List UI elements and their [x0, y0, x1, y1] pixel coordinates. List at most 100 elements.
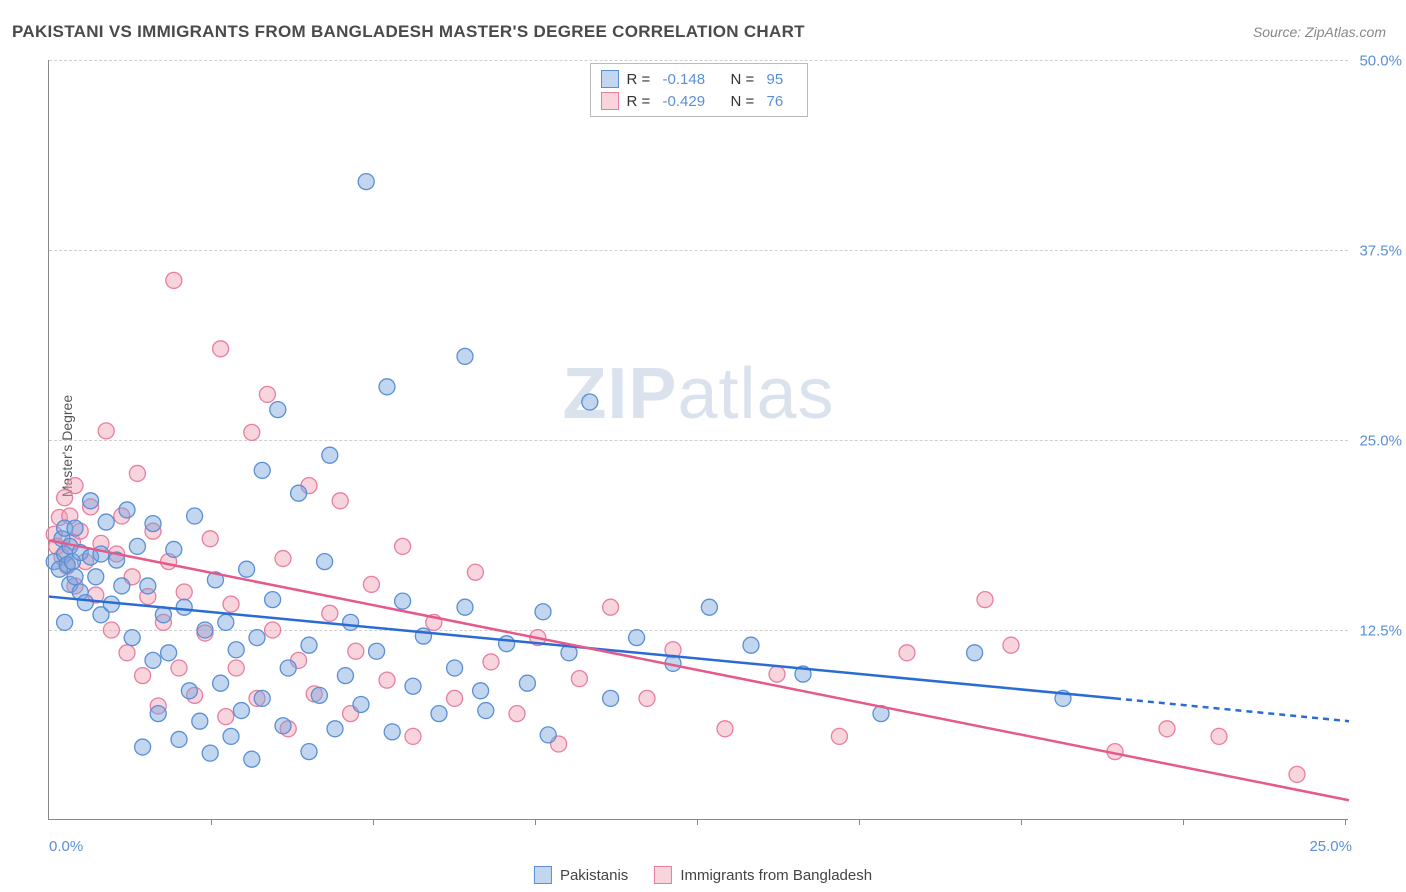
- data-point: [129, 538, 145, 554]
- data-point: [363, 576, 379, 592]
- swatch-pink: [654, 866, 672, 884]
- y-tick-label: 12.5%: [1359, 623, 1402, 640]
- data-point: [322, 605, 338, 621]
- data-point: [743, 637, 759, 653]
- data-point: [57, 614, 73, 630]
- data-point: [88, 569, 104, 585]
- data-point: [473, 683, 489, 699]
- chart-container: PAKISTANI VS IMMIGRANTS FROM BANGLADESH …: [0, 0, 1406, 892]
- data-point: [317, 554, 333, 570]
- chart-title: PAKISTANI VS IMMIGRANTS FROM BANGLADESH …: [12, 22, 805, 42]
- data-point: [135, 739, 151, 755]
- data-point: [239, 561, 255, 577]
- data-point: [540, 727, 556, 743]
- legend-n-label: N =: [731, 71, 759, 88]
- data-point: [187, 508, 203, 524]
- data-point: [467, 564, 483, 580]
- x-tick: [859, 819, 860, 825]
- data-point: [223, 596, 239, 612]
- data-point: [447, 690, 463, 706]
- data-point: [967, 645, 983, 661]
- x-tick: [1345, 819, 1346, 825]
- data-point: [415, 628, 431, 644]
- legend-label-bangladesh: Immigrants from Bangladesh: [680, 867, 872, 884]
- data-point: [254, 462, 270, 478]
- data-point: [218, 614, 234, 630]
- data-point: [499, 636, 515, 652]
- data-point: [213, 675, 229, 691]
- data-point: [1289, 766, 1305, 782]
- data-point: [519, 675, 535, 691]
- data-point: [603, 599, 619, 615]
- data-point: [135, 668, 151, 684]
- data-point: [166, 541, 182, 557]
- data-point: [478, 703, 494, 719]
- data-point: [270, 402, 286, 418]
- data-point: [259, 386, 275, 402]
- data-point: [369, 643, 385, 659]
- data-point: [192, 713, 208, 729]
- legend-item-bangladesh: Immigrants from Bangladesh: [654, 866, 872, 884]
- data-point: [322, 447, 338, 463]
- data-point: [119, 502, 135, 518]
- legend-correlation: R = -0.148 N = 95 R = -0.429 N = 76: [590, 63, 808, 117]
- data-point: [233, 703, 249, 719]
- data-point: [457, 348, 473, 364]
- legend-n-value-pink: 76: [767, 93, 797, 110]
- data-point: [535, 604, 551, 620]
- data-point: [447, 660, 463, 676]
- data-point: [202, 745, 218, 761]
- x-tick: [211, 819, 212, 825]
- swatch-pink: [601, 92, 619, 110]
- data-point: [301, 744, 317, 760]
- data-point: [332, 493, 348, 509]
- data-point: [67, 520, 83, 536]
- data-point: [77, 595, 93, 611]
- data-point: [202, 531, 218, 547]
- data-point: [98, 514, 114, 530]
- data-point: [311, 687, 327, 703]
- data-point: [571, 671, 587, 687]
- data-point: [483, 654, 499, 670]
- data-point: [395, 593, 411, 609]
- data-point: [358, 174, 374, 190]
- data-point: [582, 394, 598, 410]
- x-tick: [1021, 819, 1022, 825]
- data-point: [119, 645, 135, 661]
- legend-r-value-blue: -0.148: [663, 71, 723, 88]
- data-point: [114, 578, 130, 594]
- data-point: [176, 599, 192, 615]
- y-tick-label: 25.0%: [1359, 433, 1402, 450]
- legend-row-blue: R = -0.148 N = 95: [601, 68, 797, 90]
- data-point: [145, 516, 161, 532]
- data-point: [384, 724, 400, 740]
- x-tick: [697, 819, 698, 825]
- data-point: [639, 690, 655, 706]
- y-tick-label: 50.0%: [1359, 53, 1402, 70]
- data-point: [301, 637, 317, 653]
- data-point: [254, 690, 270, 706]
- y-tick-label: 37.5%: [1359, 243, 1402, 260]
- data-point: [291, 485, 307, 501]
- data-point: [213, 341, 229, 357]
- x-tick: [535, 819, 536, 825]
- data-point: [509, 706, 525, 722]
- data-point: [83, 493, 99, 509]
- data-point: [337, 668, 353, 684]
- legend-r-label: R =: [627, 93, 655, 110]
- data-point: [228, 642, 244, 658]
- plot-area: ZIPatlas 12.5%25.0%37.5%50.0% R = -0.148…: [48, 60, 1348, 820]
- data-point: [103, 622, 119, 638]
- data-point: [244, 424, 260, 440]
- data-point: [379, 672, 395, 688]
- data-point: [171, 731, 187, 747]
- data-point: [629, 630, 645, 646]
- data-point: [265, 622, 281, 638]
- x-tick-label-right: 25.0%: [1309, 838, 1352, 855]
- legend-n-value-blue: 95: [767, 71, 797, 88]
- data-point: [717, 721, 733, 737]
- data-point: [327, 721, 343, 737]
- legend-series: Pakistanis Immigrants from Bangladesh: [534, 866, 872, 884]
- legend-row-pink: R = -0.429 N = 76: [601, 90, 797, 112]
- data-point: [244, 751, 260, 767]
